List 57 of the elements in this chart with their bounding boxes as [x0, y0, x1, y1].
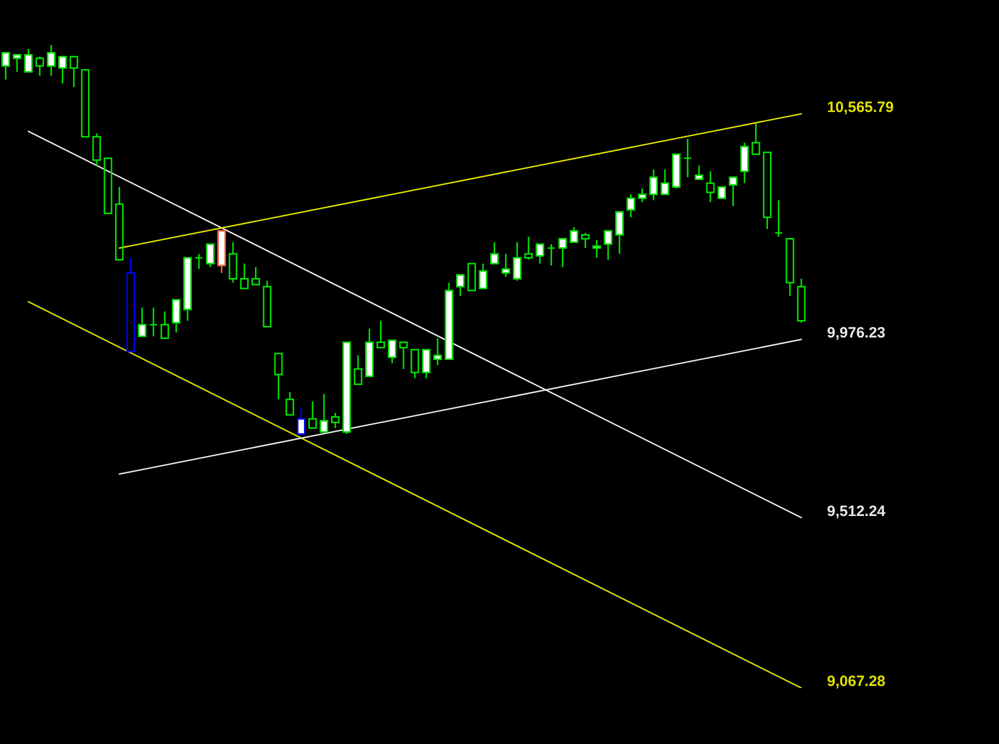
candlestick	[433, 338, 442, 366]
candlestick	[46, 44, 56, 76]
candlestick	[172, 299, 180, 334]
candlestick	[194, 253, 204, 270]
candlestick	[615, 211, 624, 255]
candlestick	[581, 232, 590, 249]
candlestick	[762, 152, 772, 230]
candlestick	[149, 306, 158, 338]
candlestick	[126, 257, 135, 352]
candlestick	[320, 393, 328, 433]
text: 10,565.79	[827, 98, 894, 116]
candlestick	[70, 56, 78, 88]
candlestick	[524, 236, 533, 260]
text: 9,067.28	[827, 673, 886, 690]
candlestick	[694, 164, 704, 180]
candlestick	[638, 188, 646, 203]
candlestick	[752, 122, 760, 156]
candlestick	[512, 241, 522, 282]
candlestick	[774, 199, 783, 238]
candlestick	[592, 240, 601, 259]
candlestick	[138, 306, 146, 338]
candlestick	[365, 328, 374, 378]
candlestick	[115, 186, 124, 260]
candlestick	[240, 262, 249, 290]
candlestick	[478, 262, 488, 290]
candlestick	[626, 194, 636, 218]
candlestick	[251, 266, 260, 286]
candlestick	[740, 142, 749, 184]
candlestick	[546, 243, 556, 266]
candlestick	[331, 412, 340, 429]
candlestick	[228, 241, 238, 284]
candlestick	[456, 274, 465, 297]
candlestick	[376, 320, 386, 348]
candlestick	[36, 56, 44, 76]
candlestick	[12, 54, 22, 73]
text: 9,512.24	[827, 502, 886, 520]
candlestick	[649, 168, 658, 201]
candlestick	[706, 170, 715, 203]
text: 9,976.23	[827, 324, 886, 342]
candlestick	[490, 241, 499, 264]
candlestick	[296, 406, 306, 435]
candlestick	[728, 176, 738, 207]
candlestick	[660, 168, 670, 196]
candlestick	[502, 253, 510, 278]
candlestick	[683, 138, 692, 178]
candlestick	[558, 238, 567, 268]
candlestick	[797, 278, 806, 324]
candlestick	[262, 280, 272, 328]
candlestick	[399, 341, 408, 370]
candlestick	[274, 352, 283, 400]
candlestick	[1, 52, 10, 80]
candlestick	[604, 230, 612, 260]
candlestick	[308, 400, 317, 429]
candlestick	[354, 354, 362, 385]
candlestick	[58, 56, 67, 84]
candlestick	[160, 310, 170, 340]
candlestick	[786, 238, 794, 297]
